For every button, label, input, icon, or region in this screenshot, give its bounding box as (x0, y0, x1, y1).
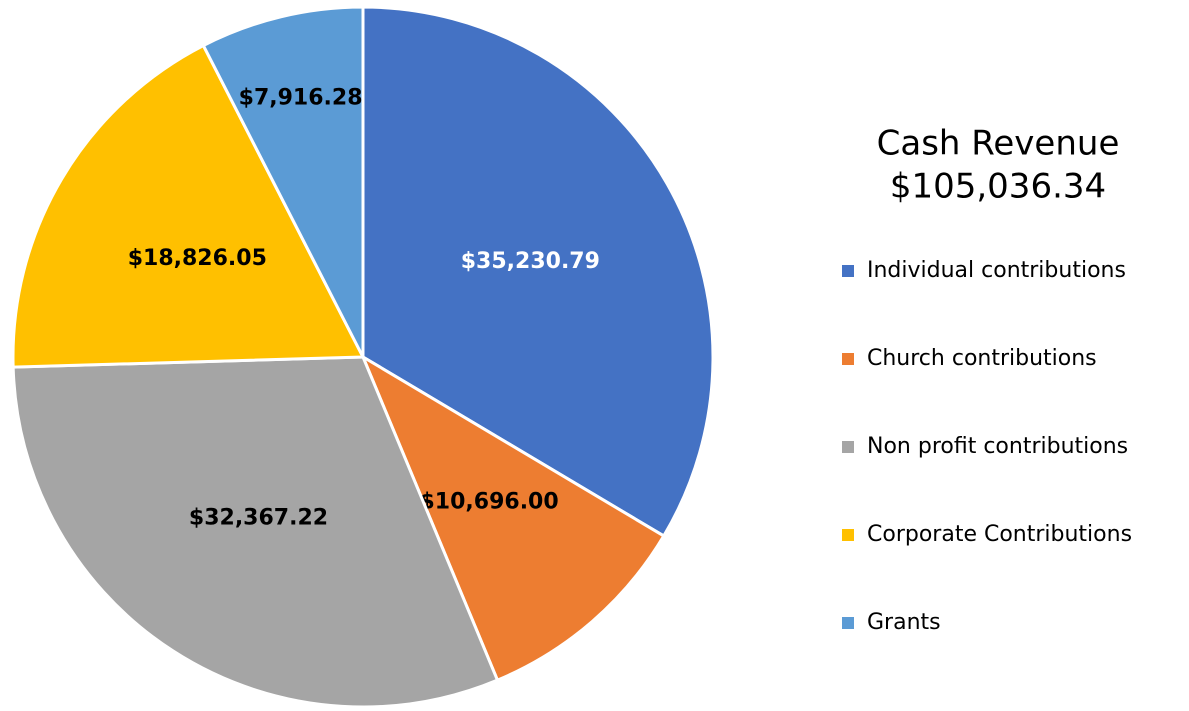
legend-swatch (842, 529, 854, 541)
value-label: $10,696.00 (419, 489, 558, 514)
legend-label: Corporate Contributions (867, 522, 1132, 547)
pie-slice (201, 5, 365, 358)
legend-swatch (842, 353, 854, 365)
legend-label: Grants (867, 610, 941, 635)
legend-label: Individual contributions (867, 258, 1126, 283)
chart-subtitle: $105,036.34 (890, 167, 1106, 207)
chart-title: Cash Revenue (877, 124, 1120, 164)
legend-swatch (842, 441, 854, 453)
value-label: $35,230.79 (461, 249, 600, 274)
pie-slice (361, 5, 715, 539)
value-label: $7,916.28 (239, 85, 363, 110)
legend-label: Church contributions (867, 346, 1097, 371)
pie-slice (11, 43, 366, 369)
value-label: $32,367.22 (189, 506, 328, 531)
legend-label: Non profit contributions (867, 434, 1128, 459)
value-label: $18,826.05 (128, 246, 267, 271)
legend-swatch (842, 265, 854, 277)
legend-swatch (842, 617, 854, 629)
pie-slice (359, 353, 666, 683)
pie-slice (11, 355, 500, 709)
